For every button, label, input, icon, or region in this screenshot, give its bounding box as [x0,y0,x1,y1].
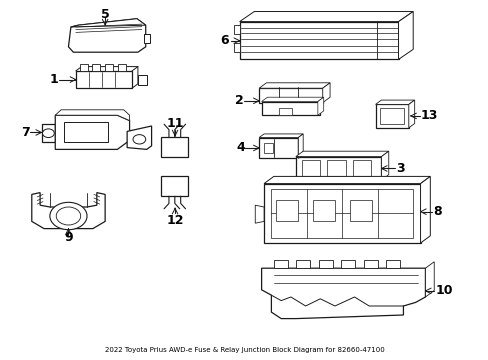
Bar [349,200,371,221]
Polygon shape [261,97,323,102]
Bar [341,260,354,268]
Bar [273,260,287,268]
Bar [105,64,113,71]
Text: 10: 10 [434,284,452,297]
Bar [375,104,408,128]
Bar [161,176,188,196]
Polygon shape [381,151,388,180]
Circle shape [56,207,81,225]
Polygon shape [55,110,129,121]
Bar [161,137,188,157]
Text: 6: 6 [220,34,229,47]
Polygon shape [259,134,303,138]
Polygon shape [261,268,425,319]
Bar [259,88,322,103]
Text: 9: 9 [64,231,73,244]
Bar [80,64,87,71]
Text: 3: 3 [395,162,404,175]
Polygon shape [420,176,429,243]
Polygon shape [398,12,412,59]
Circle shape [50,202,87,230]
Bar [261,102,320,115]
Bar [352,160,370,176]
Text: 11: 11 [166,117,183,130]
Polygon shape [32,193,105,229]
Polygon shape [375,100,414,104]
Bar [296,260,309,268]
Bar [264,184,420,243]
Polygon shape [259,83,329,88]
Text: 5: 5 [101,8,109,21]
Circle shape [133,135,145,144]
Bar [76,71,132,88]
Polygon shape [317,97,323,115]
Polygon shape [425,262,433,297]
Bar [118,64,125,71]
Bar [386,260,399,268]
Circle shape [42,129,54,138]
Polygon shape [322,83,329,103]
Bar [233,25,239,34]
Text: 13: 13 [420,109,437,122]
Bar [363,260,377,268]
Text: 2022 Toyota Prius AWD-e Fuse & Relay Junction Block Diagram for 82660-47100: 2022 Toyota Prius AWD-e Fuse & Relay Jun… [104,347,384,353]
Polygon shape [71,19,145,27]
Bar [318,260,332,268]
Text: 1: 1 [49,73,58,86]
Text: 8: 8 [432,205,441,218]
Polygon shape [55,115,129,149]
Bar [278,108,292,115]
Bar [301,160,320,176]
Polygon shape [127,126,151,149]
Bar [264,143,272,153]
Polygon shape [408,100,414,128]
Bar [295,157,381,180]
Polygon shape [68,19,145,52]
Bar [138,75,146,85]
Bar [312,200,334,221]
Bar [92,64,100,71]
Polygon shape [298,134,303,158]
Polygon shape [239,12,412,22]
Polygon shape [41,124,55,142]
Bar [380,108,403,124]
Bar [239,22,398,59]
Polygon shape [295,151,388,157]
Bar [276,200,298,221]
Bar [233,43,239,52]
Text: 2: 2 [235,94,244,107]
Bar [144,34,150,43]
Bar [326,160,345,176]
Polygon shape [255,205,264,223]
Bar [63,122,107,142]
Bar [259,138,298,158]
Text: 4: 4 [236,141,244,154]
Bar [271,189,412,238]
Polygon shape [264,176,429,184]
Text: 12: 12 [166,214,183,227]
Text: 7: 7 [21,126,30,139]
